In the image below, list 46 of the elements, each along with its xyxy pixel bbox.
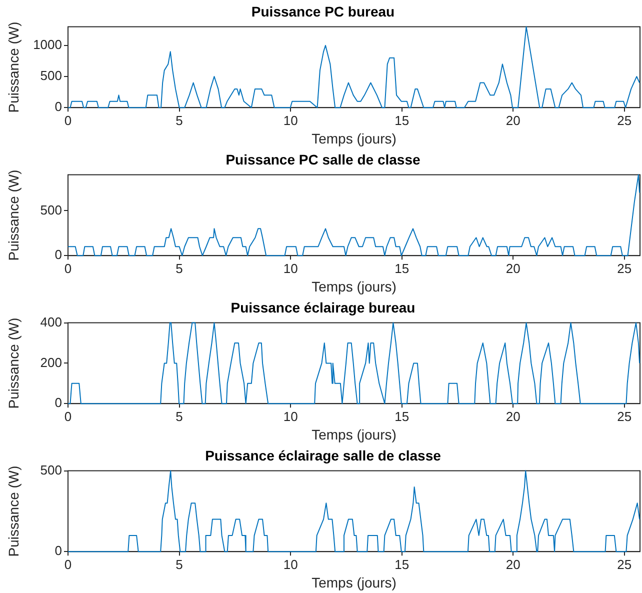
x-axis-title: Temps (jours) xyxy=(312,574,396,590)
y-tick-label: 0 xyxy=(54,543,62,558)
x-tick-label: 25 xyxy=(617,260,632,276)
x-tick-label: 10 xyxy=(283,260,298,276)
y-axis-title: Puissance (W) xyxy=(5,22,22,113)
y-axis-title: Puissance (W) xyxy=(5,318,22,409)
chart-title: Puissance éclairage bureau xyxy=(230,299,416,316)
y-tick-label: 0 xyxy=(54,99,62,114)
x-tick-label: 20 xyxy=(506,556,520,572)
x-axis-title: Temps (jours) xyxy=(312,130,396,146)
x-tick-label: 5 xyxy=(176,556,183,572)
y-tick-label: 200 xyxy=(40,354,62,370)
x-tick-label: 5 xyxy=(176,408,183,424)
chart-title: Puissance éclairage salle de classe xyxy=(205,447,442,464)
y-tick-label: 1000 xyxy=(33,37,62,52)
x-tick-label: 15 xyxy=(394,408,410,424)
y-axis-title: Puissance (W) xyxy=(5,466,22,557)
x-tick-label: 15 xyxy=(394,556,410,572)
y-tick-label: 500 xyxy=(40,202,62,218)
x-tick-label: 25 xyxy=(617,408,632,424)
x-tick-label: 15 xyxy=(394,112,410,128)
x-tick-label: 5 xyxy=(176,260,183,276)
x-tick-label: 25 xyxy=(617,556,632,572)
x-tick-label: 20 xyxy=(506,260,520,276)
x-axis-title: Temps (jours) xyxy=(312,278,396,294)
y-tick-label: 500 xyxy=(40,68,62,84)
x-axis-title: Temps (jours) xyxy=(312,426,396,442)
chart-title: Puissance PC salle de classe xyxy=(226,151,420,168)
x-tick-label: 20 xyxy=(506,408,520,424)
x-tick-label: 10 xyxy=(283,112,298,128)
y-axis-title: Puissance (W) xyxy=(5,170,22,261)
x-tick-label: 0 xyxy=(64,112,72,128)
x-tick-label: 0 xyxy=(64,408,72,424)
chart-title: Puissance PC bureau xyxy=(251,3,395,20)
x-tick-label: 15 xyxy=(394,260,410,276)
x-tick-label: 25 xyxy=(617,112,632,128)
y-tick-label: 400 xyxy=(40,314,62,330)
x-tick-label: 10 xyxy=(283,408,298,424)
x-tick-label: 20 xyxy=(506,112,520,128)
y-tick-label: 500 xyxy=(40,462,62,478)
x-tick-label: 0 xyxy=(64,260,72,276)
x-tick-label: 5 xyxy=(176,112,183,128)
y-tick-label: 0 xyxy=(54,395,62,410)
x-tick-label: 0 xyxy=(64,556,72,572)
x-tick-label: 10 xyxy=(283,556,298,572)
y-tick-label: 0 xyxy=(54,247,62,262)
